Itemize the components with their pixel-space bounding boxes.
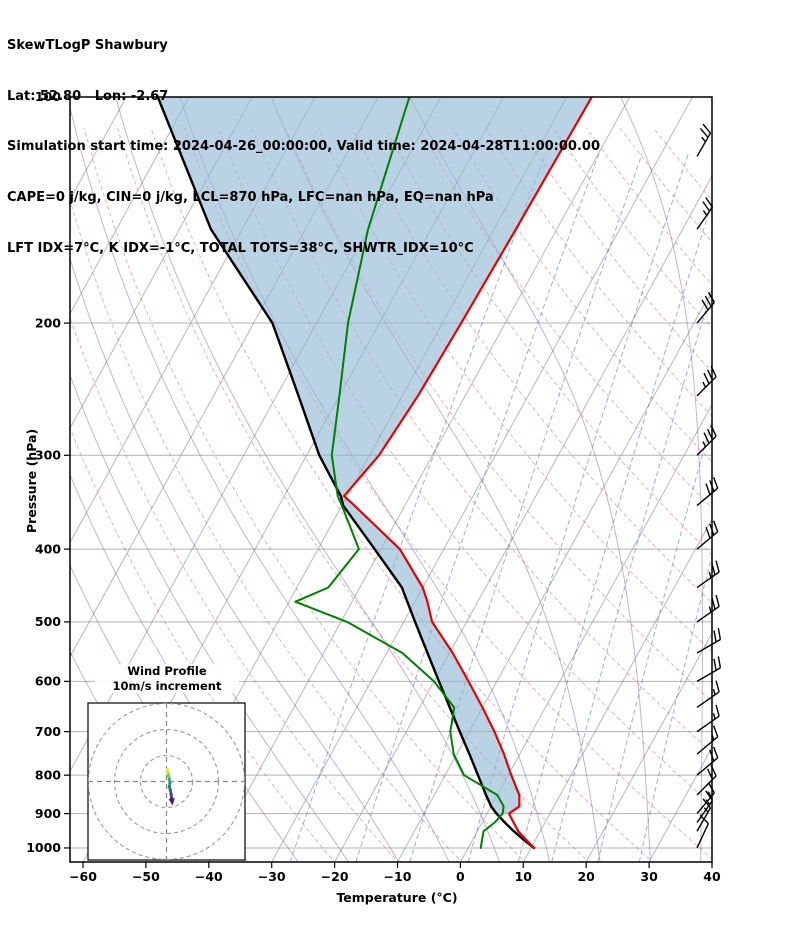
x-tick-label: −20 — [321, 869, 349, 884]
y-axis-label: Pressure (hPa) — [24, 428, 39, 533]
hodograph-inset — [87, 702, 246, 861]
x-tick-label: −30 — [258, 869, 286, 884]
x-tick-label: 20 — [577, 869, 595, 884]
wind-barbs — [696, 123, 722, 849]
x-axis-label: Temperature (°C) — [336, 890, 458, 905]
x-tick-labels: −60 −50 −40 −30 −20 −10 0 10 20 30 40 — [69, 862, 721, 884]
header-cape-cin: CAPE=0 j/kg, CIN=0 j/kg, LCL=870 hPa, LF… — [7, 189, 494, 205]
y-tick-label: 200 — [35, 315, 61, 330]
x-tick-label: 40 — [703, 869, 721, 884]
y-tick-label: 300 — [35, 447, 61, 462]
y-tick-label: 500 — [35, 614, 61, 629]
dewpoint-line — [294, 97, 505, 849]
y-tick-label: 1000 — [26, 840, 61, 855]
header-times: Simulation start time: 2024-04-26_00:00:… — [7, 139, 600, 155]
y-tick-label: 400 — [35, 541, 61, 556]
axes-frame — [69, 96, 713, 863]
x-tick-label: 0 — [456, 869, 465, 884]
header-block: SkewTLogP Shawbury Lat: 52.80 Lon: -2.67… — [7, 4, 600, 291]
x-tick-label: 10 — [515, 869, 533, 884]
parcel-line — [156, 97, 536, 850]
header-indices: LFT IDX=7°C, K IDX=-1°C, TOTAL TOTS=38°C… — [7, 240, 474, 256]
hodograph-trace — [165, 768, 175, 806]
header-latlon: Lat: 52.80 Lon: -2.67 — [7, 88, 169, 104]
x-tick-label: −60 — [69, 869, 97, 884]
x-tick-label: −40 — [195, 869, 223, 884]
hodograph-title-line2: 10m/s increment — [112, 678, 222, 693]
x-tick-label: −50 — [132, 869, 160, 884]
y-tick-label: 800 — [35, 767, 61, 782]
y-tick-label: 900 — [35, 806, 61, 821]
x-tick-label: −10 — [384, 869, 412, 884]
x-tick-label: 30 — [640, 869, 658, 884]
page-title: SkewTLogP Shawbury — [7, 37, 168, 53]
y-tick-label: 700 — [35, 724, 61, 739]
y-tick-labels: 100 200 300 400 500 600 700 800 900 1000 — [26, 89, 70, 855]
y-tick-label: 100 — [35, 89, 61, 104]
cape-shade — [157, 97, 592, 814]
temperature-line — [342, 97, 593, 850]
hodograph-title: Wind Profile 10m/s increment — [95, 664, 239, 693]
y-tick-label: 600 — [35, 674, 61, 689]
hodograph-arrow-icon — [168, 798, 175, 806]
hodograph-title-line1: Wind Profile — [127, 664, 207, 678]
mixing-ratio-lines — [289, 153, 712, 862]
hodograph-grid — [88, 703, 245, 860]
